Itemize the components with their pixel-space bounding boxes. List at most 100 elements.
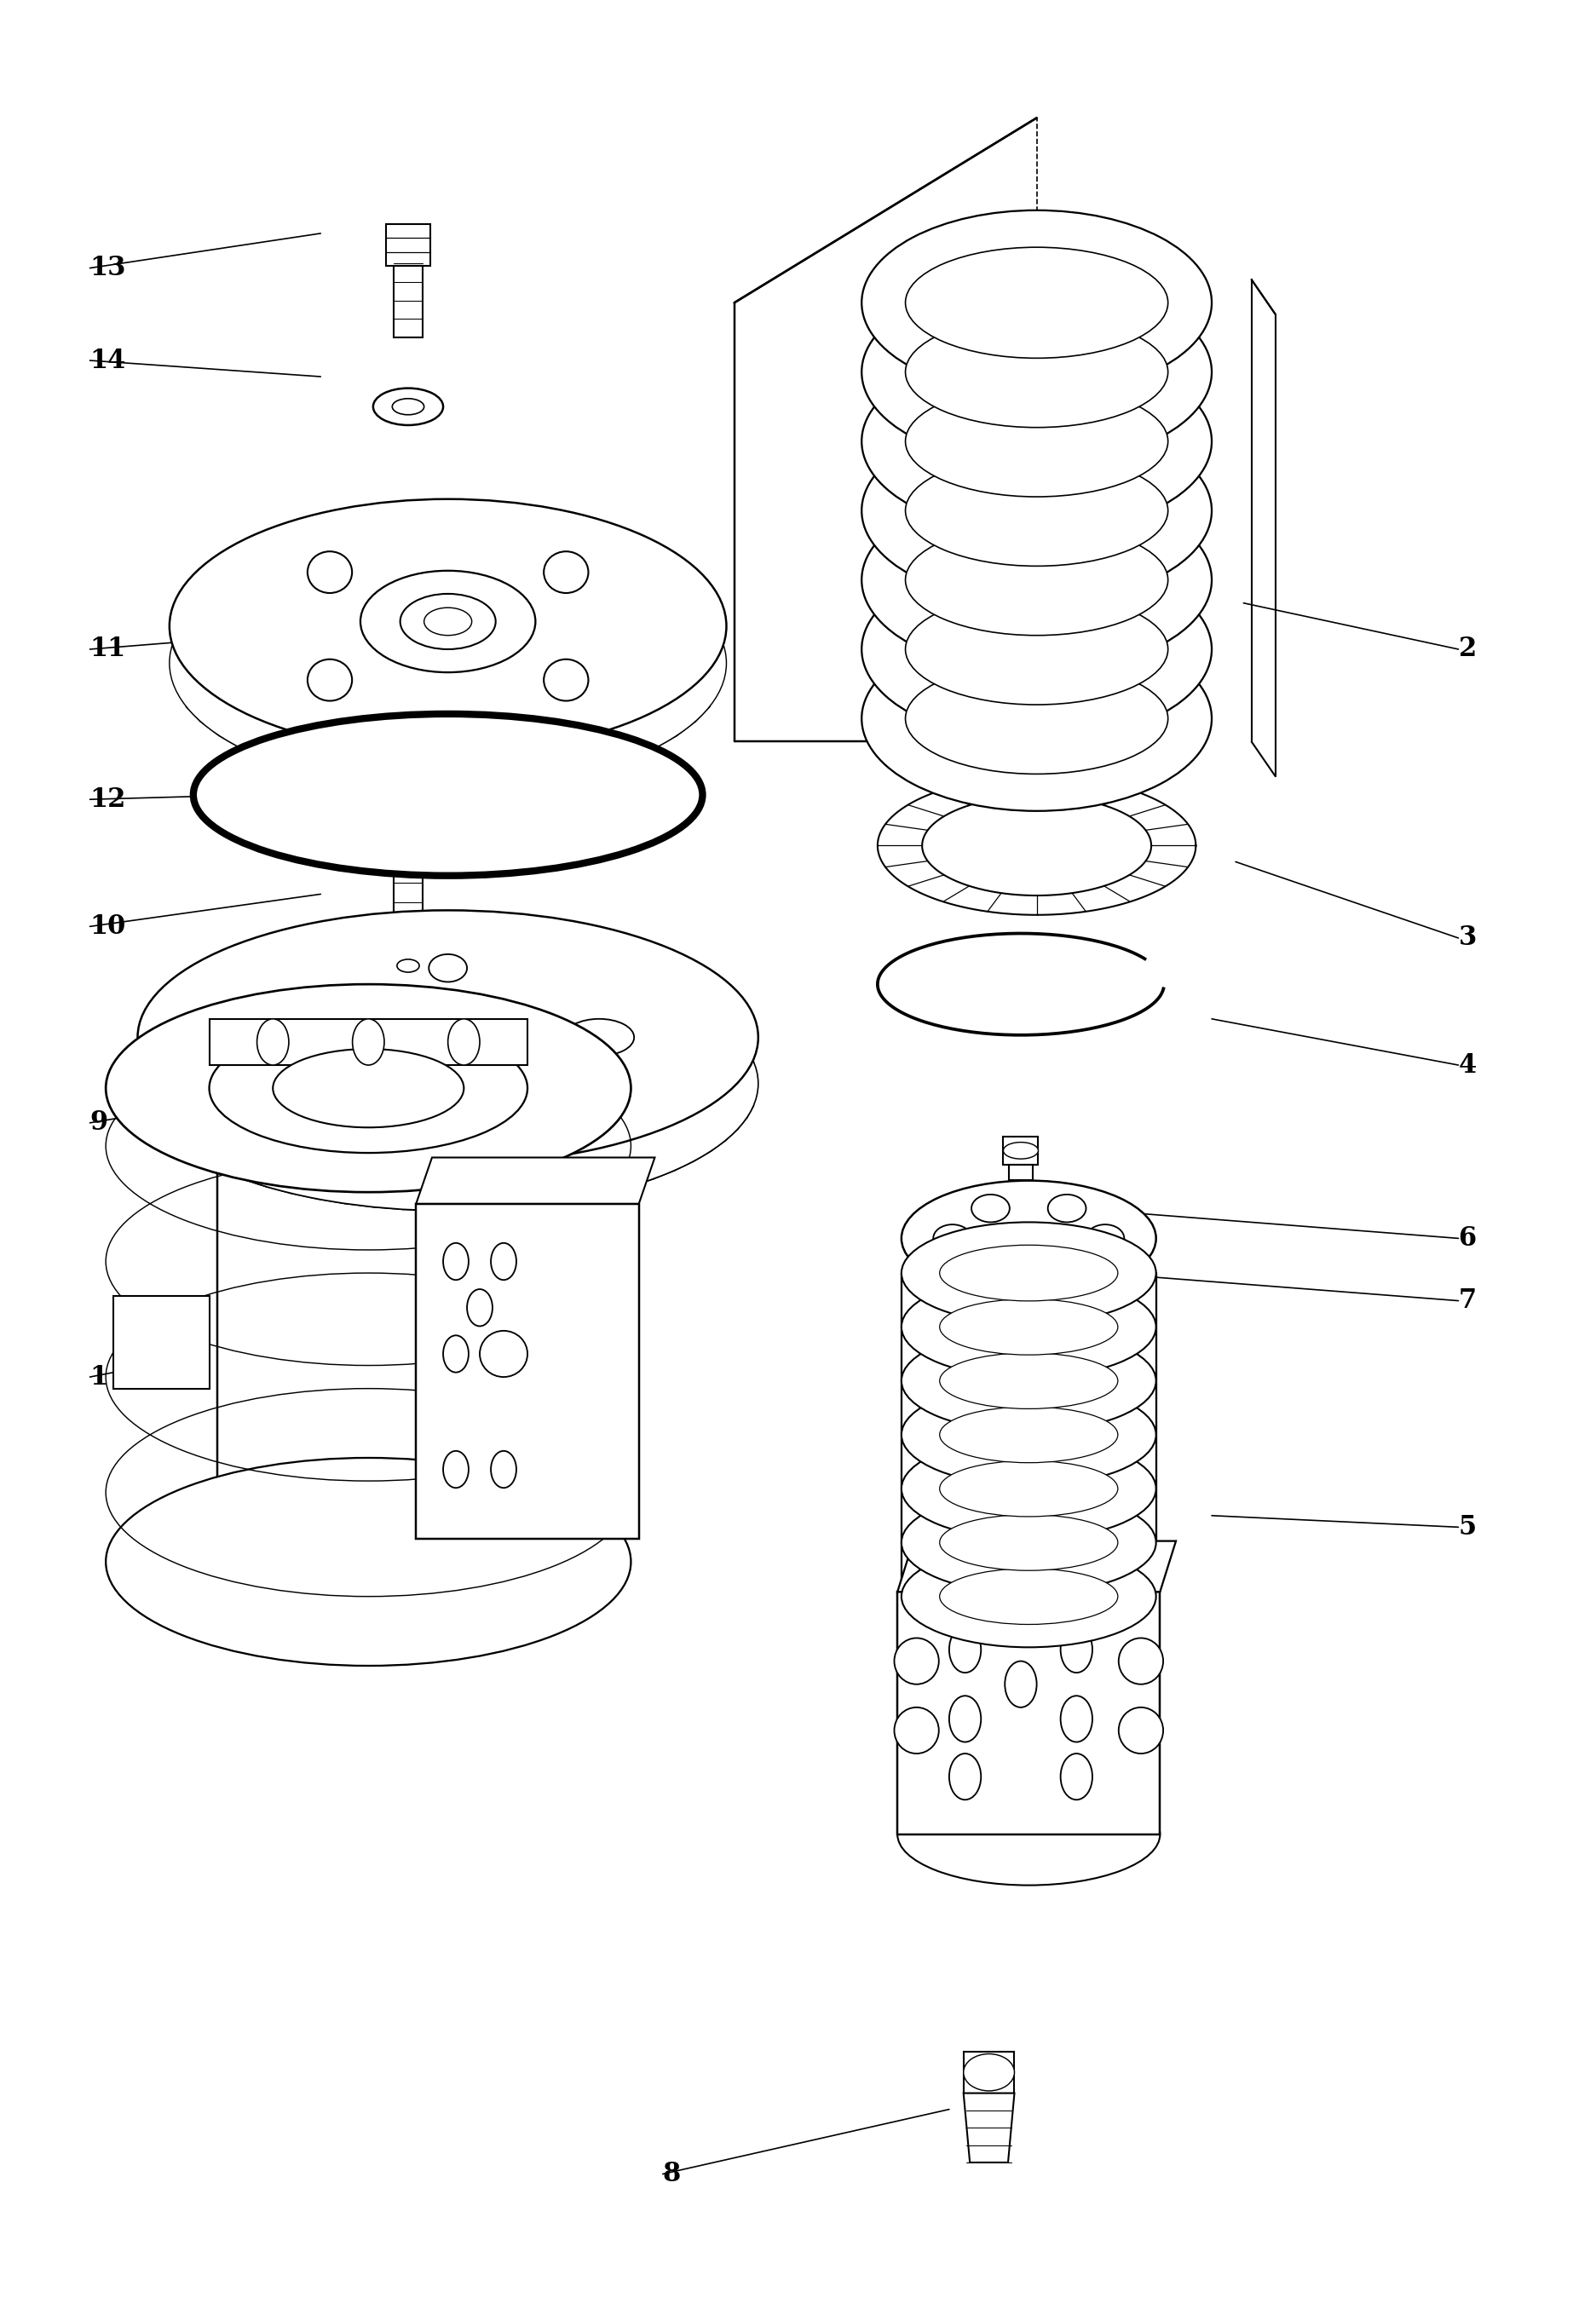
Ellipse shape: [308, 551, 353, 593]
Polygon shape: [386, 225, 431, 266]
Ellipse shape: [420, 1021, 477, 1053]
Polygon shape: [1004, 1137, 1039, 1164]
Ellipse shape: [940, 1514, 1117, 1570]
Polygon shape: [964, 2093, 1015, 2162]
Ellipse shape: [862, 280, 1211, 465]
Text: 7: 7: [1459, 1287, 1476, 1315]
Text: 13: 13: [89, 255, 126, 280]
Ellipse shape: [544, 551, 589, 593]
Polygon shape: [394, 266, 423, 338]
Ellipse shape: [905, 662, 1168, 773]
Text: 8: 8: [662, 2160, 681, 2188]
Ellipse shape: [940, 1570, 1117, 1625]
Ellipse shape: [1119, 1708, 1163, 1752]
Circle shape: [1005, 1662, 1037, 1708]
Ellipse shape: [209, 1023, 528, 1153]
Ellipse shape: [902, 1181, 1156, 1296]
Polygon shape: [209, 1019, 528, 1065]
Ellipse shape: [902, 1331, 1156, 1431]
Ellipse shape: [862, 558, 1211, 741]
Ellipse shape: [425, 607, 472, 634]
Ellipse shape: [862, 211, 1211, 396]
Ellipse shape: [862, 625, 1211, 810]
Text: 12: 12: [89, 787, 126, 813]
Ellipse shape: [902, 1276, 1156, 1377]
Ellipse shape: [990, 1257, 1047, 1289]
Text: 14: 14: [89, 347, 126, 373]
Ellipse shape: [563, 1019, 634, 1056]
Ellipse shape: [428, 1070, 469, 1097]
Circle shape: [492, 1336, 517, 1373]
Circle shape: [257, 1019, 289, 1065]
Text: 6: 6: [1459, 1225, 1476, 1252]
Ellipse shape: [902, 1491, 1156, 1593]
Ellipse shape: [105, 1458, 630, 1667]
Ellipse shape: [897, 1783, 1160, 1884]
Ellipse shape: [262, 1019, 332, 1056]
Ellipse shape: [373, 389, 444, 426]
Ellipse shape: [905, 456, 1168, 567]
Circle shape: [448, 1019, 480, 1065]
Ellipse shape: [940, 1461, 1117, 1516]
Circle shape: [492, 1243, 517, 1280]
Ellipse shape: [972, 1255, 1010, 1283]
Ellipse shape: [380, 949, 437, 982]
Ellipse shape: [544, 660, 589, 701]
Text: 2: 2: [1459, 637, 1476, 662]
Polygon shape: [897, 1542, 1176, 1593]
Circle shape: [444, 1243, 469, 1280]
Polygon shape: [113, 1296, 209, 1389]
Ellipse shape: [273, 1049, 464, 1127]
Ellipse shape: [1049, 1195, 1085, 1222]
Polygon shape: [394, 843, 423, 921]
Text: 4: 4: [1459, 1051, 1476, 1079]
Circle shape: [353, 1019, 385, 1065]
Ellipse shape: [905, 248, 1168, 359]
Ellipse shape: [902, 1222, 1156, 1324]
Ellipse shape: [862, 488, 1211, 671]
Ellipse shape: [1001, 1225, 1058, 1252]
Ellipse shape: [1004, 1141, 1039, 1160]
Ellipse shape: [940, 1299, 1117, 1354]
Circle shape: [444, 1336, 469, 1373]
Text: 11: 11: [89, 637, 126, 662]
Ellipse shape: [308, 660, 353, 701]
Ellipse shape: [905, 593, 1168, 704]
Ellipse shape: [862, 350, 1211, 535]
Polygon shape: [386, 808, 431, 843]
Ellipse shape: [972, 1195, 1010, 1222]
Ellipse shape: [401, 593, 496, 648]
Ellipse shape: [1085, 1225, 1124, 1252]
Polygon shape: [417, 1204, 638, 1539]
Polygon shape: [417, 1158, 654, 1204]
Text: 9: 9: [89, 1109, 109, 1137]
Ellipse shape: [940, 1408, 1117, 1463]
Ellipse shape: [137, 956, 758, 1211]
Ellipse shape: [964, 2053, 1015, 2090]
Ellipse shape: [169, 500, 726, 752]
Ellipse shape: [137, 910, 758, 1164]
Circle shape: [1061, 1752, 1092, 1799]
Ellipse shape: [940, 1245, 1117, 1301]
Polygon shape: [897, 1593, 1160, 1833]
Ellipse shape: [1049, 1255, 1085, 1283]
Ellipse shape: [105, 984, 630, 1192]
Ellipse shape: [361, 572, 535, 671]
Ellipse shape: [324, 1056, 365, 1083]
Circle shape: [492, 1452, 517, 1489]
Ellipse shape: [905, 317, 1168, 428]
Ellipse shape: [862, 419, 1211, 602]
Circle shape: [444, 1452, 469, 1489]
Polygon shape: [1009, 1164, 1033, 1222]
Ellipse shape: [429, 954, 468, 982]
Text: 1: 1: [89, 1364, 109, 1391]
Ellipse shape: [894, 1639, 938, 1685]
Circle shape: [468, 1289, 493, 1326]
Text: 5: 5: [1459, 1514, 1476, 1539]
Ellipse shape: [397, 958, 420, 972]
Ellipse shape: [169, 537, 726, 789]
Ellipse shape: [902, 1438, 1156, 1539]
Ellipse shape: [902, 1384, 1156, 1486]
Ellipse shape: [480, 1331, 528, 1377]
Ellipse shape: [905, 526, 1168, 634]
